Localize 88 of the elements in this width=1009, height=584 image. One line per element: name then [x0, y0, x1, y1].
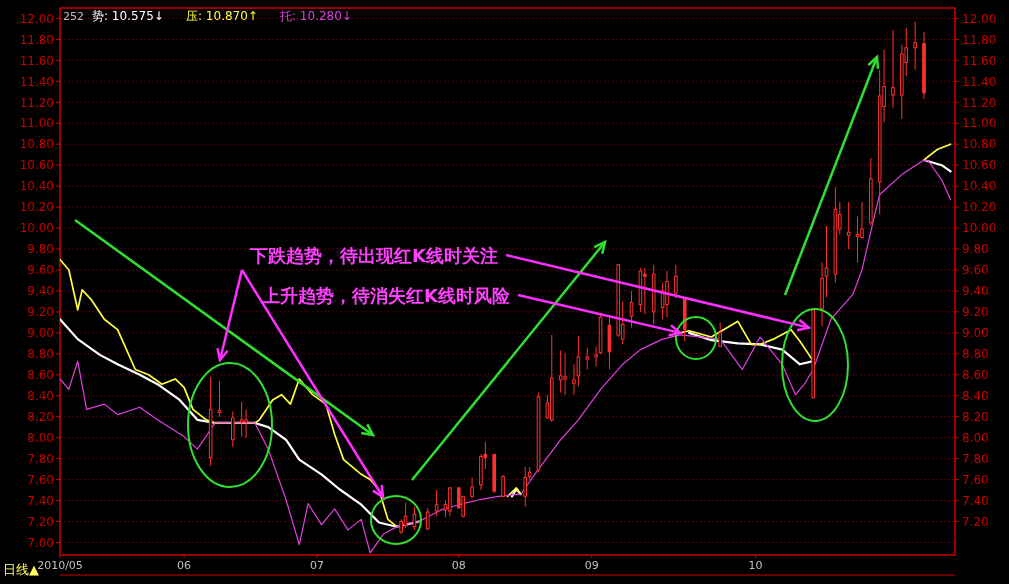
- x-tick-label: 06: [177, 559, 192, 572]
- candlestick: [244, 408, 248, 439]
- y-tick-label: 9.80: [27, 242, 54, 257]
- text: 压: 10.870↑: [186, 9, 258, 23]
- candlestick: [217, 380, 222, 418]
- chart-title: 252: [63, 10, 84, 23]
- y-tick-label: 10.40: [19, 179, 54, 194]
- y-tick-label: 8.00: [27, 430, 54, 445]
- candlestick: [594, 345, 598, 367]
- candlestick: [824, 225, 829, 298]
- y2-tick-label: 7.20: [962, 514, 989, 529]
- y2-tick-label: 9.00: [962, 326, 989, 341]
- y2-tick-label: 8.00: [962, 430, 989, 445]
- candlestick: [860, 201, 864, 240]
- y-tick-label: 7.00: [27, 535, 54, 550]
- y2-tick-label: 10.80: [962, 137, 997, 152]
- candlestick: [629, 290, 634, 329]
- y-tick-label: 8.40: [27, 388, 54, 403]
- candlestick: [434, 489, 439, 517]
- y2-tick-label: 9.40: [962, 284, 989, 299]
- y2-tick-label: 11.60: [962, 53, 997, 68]
- candlestick: [448, 486, 452, 517]
- y-tick-label: 10.60: [19, 158, 54, 173]
- x-tick-label: 08: [451, 559, 466, 572]
- x-tick-label: 2010/05: [37, 559, 83, 572]
- y-tick-label: 9.00: [27, 326, 54, 341]
- y2-tick-label: 9.80: [962, 242, 989, 257]
- y2-tick-label: 11.40: [962, 74, 997, 89]
- y2-tick-label: 7.40: [962, 493, 989, 508]
- y2-tick-label: 8.60: [962, 367, 989, 382]
- y2-tick-label: 10.00: [962, 221, 997, 236]
- y-tick-label: 8.60: [27, 367, 54, 382]
- candlestick: [239, 401, 244, 438]
- y2-tick-label: 8.20: [962, 409, 989, 424]
- text: 托: 10.280↓: [279, 9, 352, 23]
- y-tick-label: 9.40: [27, 284, 54, 299]
- y-tick-label: 8.80: [27, 347, 54, 361]
- y-tick-label: 11.20: [19, 95, 54, 110]
- y2-tick-label: 7.80: [962, 451, 989, 466]
- candlestick: [674, 264, 678, 299]
- candlestick: [523, 466, 528, 508]
- candlestick: [403, 502, 408, 529]
- y2-tick-label: 11.00: [962, 116, 997, 131]
- y-tick-label: 7.40: [27, 493, 54, 508]
- annotation: 下跌趋势，待出现红K线时关注: [249, 245, 498, 266]
- y2-tick-label: 9.20: [962, 305, 989, 320]
- x-tick-label: 10: [748, 559, 763, 572]
- y-tick-label: 9.20: [27, 305, 54, 320]
- candlestick: [846, 201, 851, 250]
- y2-tick-label: 8.40: [962, 388, 989, 403]
- y2-tick-label: 11.20: [962, 95, 997, 110]
- y2-tick-label: 9.60: [962, 263, 989, 278]
- candlestick: [665, 270, 669, 318]
- y-tick-label: 10.00: [19, 221, 54, 236]
- y-tick-label: 7.60: [27, 472, 54, 487]
- y2-tick-label: 12.00: [962, 11, 997, 26]
- y2-tick-label: 11.80: [962, 32, 997, 47]
- y2-tick-label: 10.20: [962, 200, 997, 215]
- y-tick-label: 10.20: [19, 200, 54, 215]
- candlestick: [585, 347, 590, 371]
- candlestick: [558, 350, 563, 394]
- candlestick: [718, 321, 722, 347]
- annotation: 上升趋势，待消失红K线时风险: [261, 285, 511, 306]
- candlestick: [855, 216, 860, 264]
- candlestick: [425, 507, 430, 531]
- y2-tick-label: 7.60: [962, 472, 989, 487]
- y-tick-label: 11.80: [19, 32, 54, 47]
- x-tick-label: 09: [584, 559, 599, 572]
- y-tick-label: 7.80: [27, 451, 54, 466]
- y-tick-label: 11.60: [19, 53, 54, 68]
- candlestick: [231, 410, 235, 448]
- candlestick: [891, 29, 895, 109]
- x-tick-label: 07: [309, 559, 324, 572]
- y2-tick-label: 8.80: [962, 347, 989, 361]
- text: 日线▲: [3, 562, 39, 577]
- y-tick-label: 7.20: [27, 514, 54, 529]
- y-tick-label: 12.00: [19, 11, 54, 26]
- y-tick-label: 8.20: [27, 409, 54, 424]
- candlestick: [470, 476, 474, 499]
- candlestick: [913, 21, 917, 71]
- y2-tick-label: 10.40: [962, 179, 997, 194]
- y-tick-label: 10.80: [19, 137, 54, 152]
- candlestick: [563, 352, 567, 396]
- y-tick-label: 11.40: [19, 74, 54, 89]
- y-tick-label: 9.60: [27, 263, 54, 278]
- y-tick-label: 11.00: [19, 116, 54, 131]
- y2-tick-label: 10.60: [962, 158, 997, 173]
- text: 势: 10.575↓: [92, 9, 164, 23]
